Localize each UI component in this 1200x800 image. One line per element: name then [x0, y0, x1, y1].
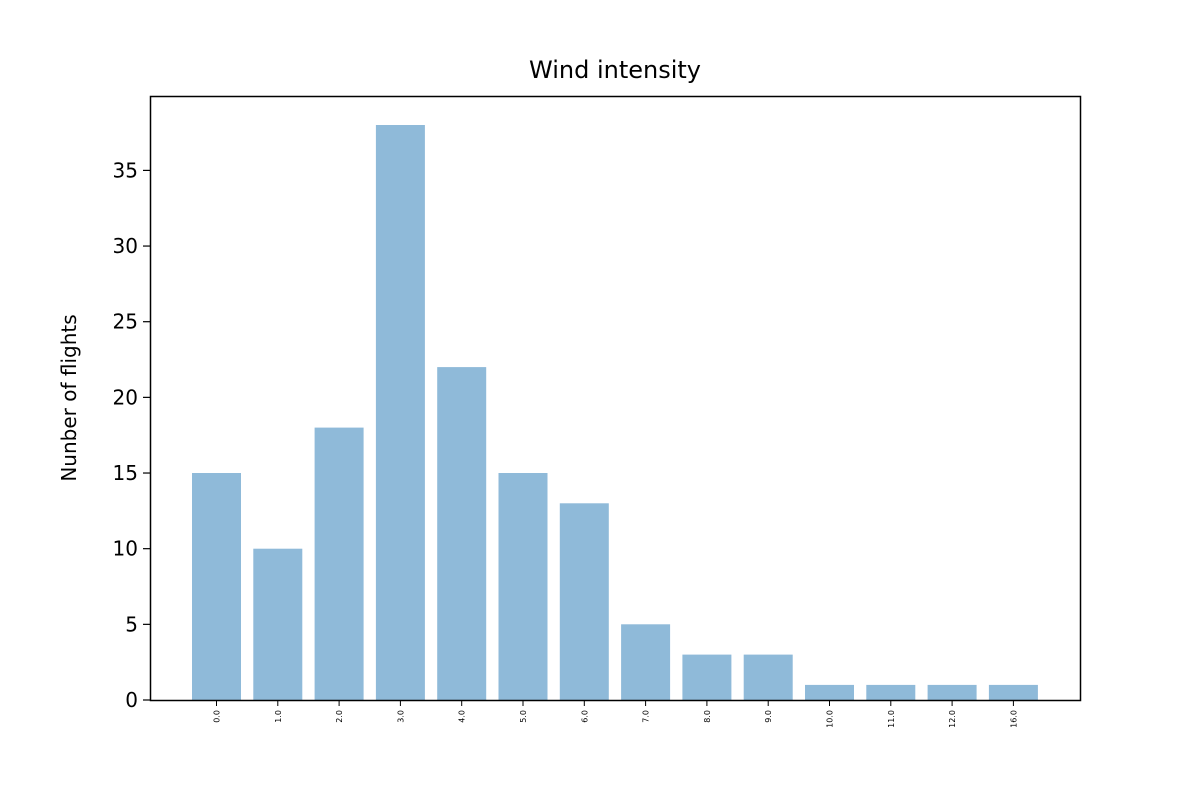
x-tick-label: 3.0	[396, 710, 405, 723]
bar-1.0	[253, 548, 303, 700]
bar-11.0	[866, 684, 916, 700]
bar-5.0	[498, 473, 548, 700]
x-axis: 0.0 1.0 2.0 3.0 4.0 5.0 6.0 7.0 8.0 9.0 10.0 11.0 12…	[213, 700, 1018, 728]
bar-16.0	[988, 684, 1038, 700]
chart-title: Wind intensity	[529, 56, 701, 84]
plot-frame	[149, 95, 1082, 702]
x-tick-label: 9.0	[764, 710, 773, 723]
x-tick-label: 2.0	[335, 710, 344, 723]
x-tick-label: 7.0	[642, 710, 651, 723]
x-tick-label: 12.0	[948, 710, 957, 728]
y-tick-label: 35	[113, 158, 138, 182]
y-tick-label: 20	[113, 385, 138, 409]
bar-4.0	[437, 367, 487, 700]
bar-6.0	[559, 503, 609, 700]
bar-0.0	[192, 473, 241, 700]
x-tick-label: 4.0	[458, 710, 467, 723]
bar-7.0	[621, 624, 671, 700]
bar-10.0	[805, 684, 854, 700]
x-tick-label: 6.0	[580, 710, 589, 723]
x-tick-label: 1.0	[274, 710, 283, 723]
y-axis-label: Nunber of flights	[57, 314, 81, 481]
x-tick-label: 11.0	[887, 710, 896, 728]
bars-group	[192, 125, 1038, 700]
bar-8.0	[682, 654, 732, 700]
x-tick-label: 5.0	[519, 710, 528, 723]
x-tick-label: 10.0	[826, 710, 835, 728]
bar-2.0	[314, 427, 364, 700]
y-tick-label: 0	[125, 688, 138, 712]
bar-3.0	[375, 125, 425, 700]
x-tick-label: 16.0	[1009, 710, 1018, 728]
x-tick-label: 8.0	[703, 710, 712, 723]
y-tick-label: 30	[113, 234, 138, 258]
bar-9.0	[743, 654, 793, 700]
y-tick-label: 25	[113, 310, 138, 334]
y-tick-label: 5	[125, 612, 138, 636]
y-axis: 0 5 10 15 20 25 30 35	[113, 158, 150, 712]
x-tick-label: 0.0	[213, 710, 222, 723]
y-tick-label: 15	[113, 461, 138, 485]
bar-12.0	[927, 684, 977, 700]
y-tick-label: 10	[113, 537, 138, 561]
